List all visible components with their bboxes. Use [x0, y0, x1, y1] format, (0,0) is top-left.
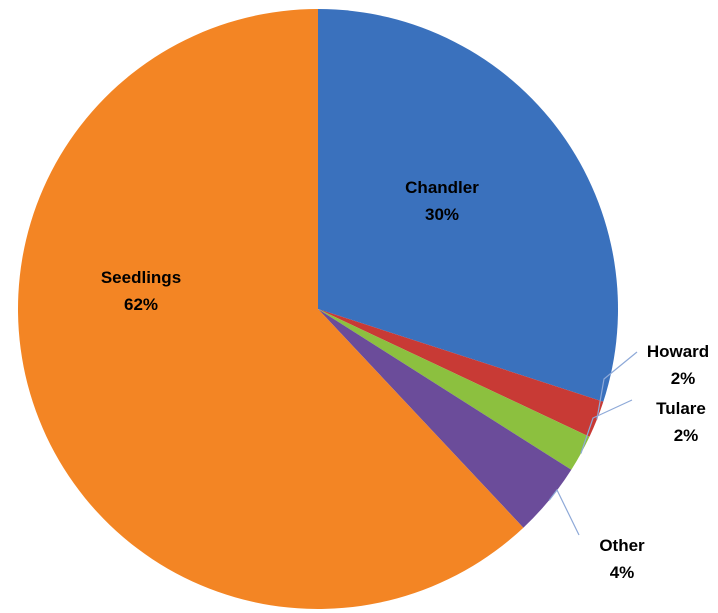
slice-value-label-seedlings: 62% — [124, 295, 158, 314]
slice-value-label-other: 4% — [610, 563, 635, 582]
slice-name-label-howard: Howard — [647, 342, 709, 361]
leader-line-howard — [596, 351, 638, 420]
slice-labels: Chandler 30% Howard 2% Tulare 2% Other 4% Seedli… — [101, 178, 709, 582]
slice-value-label-chandler: 30% — [425, 205, 459, 224]
slice-tulare — [318, 309, 590, 470]
leader-line-tulare — [580, 399, 633, 454]
slice-howard — [318, 309, 604, 437]
slice-value-label-tulare: 2% — [674, 426, 699, 445]
leader-line-other — [548, 488, 580, 536]
leader-lines — [548, 351, 638, 536]
slice-name-label-tulare: Tulare — [656, 399, 706, 418]
slice-name-label-chandler: Chandler — [405, 178, 479, 197]
slice-other — [318, 309, 572, 528]
slice-seedlings — [17, 8, 524, 609]
slice-name-label-seedlings: Seedlings — [101, 268, 181, 287]
pie-slices — [17, 8, 619, 609]
slice-chandler — [318, 9, 619, 402]
slice-value-label-howard: 2% — [671, 369, 696, 388]
slice-name-label-other: Other — [599, 536, 645, 555]
